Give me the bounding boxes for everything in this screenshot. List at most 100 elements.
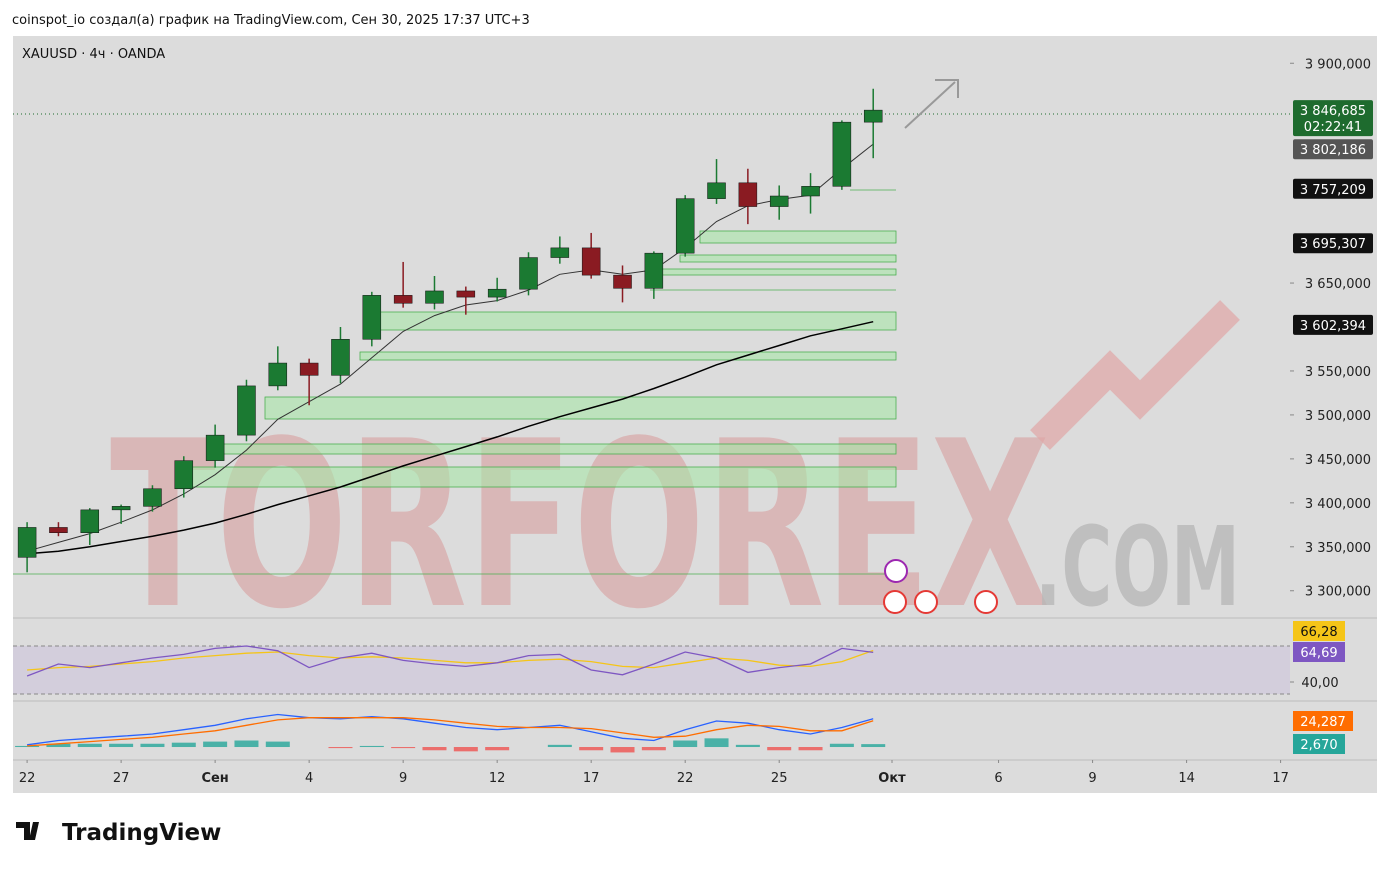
candle-body xyxy=(425,290,444,304)
rsi-label: 64,69 xyxy=(1300,646,1337,661)
x-tick-label: 22 xyxy=(19,771,36,786)
candle-body xyxy=(487,288,507,298)
y-tick-label: 3 350,000 xyxy=(1305,541,1371,556)
logo-icon xyxy=(16,822,39,840)
rsi-label-box xyxy=(1293,642,1345,662)
y-tick-label: 3 550,000 xyxy=(1305,365,1371,380)
candle xyxy=(487,277,507,302)
candle xyxy=(832,120,852,190)
candle-body xyxy=(675,198,695,254)
macd-histogram xyxy=(171,742,196,748)
hist-label: 2,670 xyxy=(1300,738,1337,753)
header: coinspot_io создал(а) график на TradingV… xyxy=(12,13,530,28)
candle xyxy=(707,159,726,204)
zone xyxy=(679,254,897,263)
price-label-box xyxy=(1293,233,1373,254)
y-tick-label: 3 450,000 xyxy=(1305,453,1371,468)
moving-average xyxy=(27,320,874,555)
candle xyxy=(425,276,444,310)
candle xyxy=(205,424,225,468)
x-tick-label: Сен xyxy=(201,771,228,786)
macd-histogram xyxy=(265,741,290,748)
candle xyxy=(519,252,538,296)
x-tick-label: Окт xyxy=(878,771,906,786)
zone xyxy=(209,443,897,455)
y-tick-label: 3 400,000 xyxy=(1305,497,1371,512)
macd-histogram xyxy=(453,747,478,752)
candle xyxy=(456,286,476,315)
candle-body xyxy=(707,182,726,199)
y-tick-label: 3 900,000 xyxy=(1305,57,1371,72)
rsi-band xyxy=(13,646,1290,695)
signal-label: 24,287 xyxy=(1300,715,1346,730)
candle-body xyxy=(801,186,820,197)
x-tick-label: 17 xyxy=(583,771,600,786)
candle xyxy=(675,195,695,257)
macd-histogram xyxy=(861,744,886,748)
x-tick-label: 6 xyxy=(994,771,1002,786)
x-tick-label: 9 xyxy=(399,771,407,786)
zone xyxy=(659,268,897,276)
x-tick-label: 4 xyxy=(305,771,313,786)
zone xyxy=(699,230,897,244)
macd-histogram xyxy=(610,747,635,753)
rsi-tick-label: 40,00 xyxy=(1301,676,1338,691)
candle-body xyxy=(205,434,225,461)
event-icon[interactable] xyxy=(883,590,907,614)
event-icon[interactable] xyxy=(974,590,998,614)
macd-histogram xyxy=(328,747,353,749)
candle-body xyxy=(581,247,601,276)
zones xyxy=(13,189,897,575)
candle-body xyxy=(268,362,288,387)
x-tick-label: 14 xyxy=(1178,771,1195,786)
price-label: 3 695,307 xyxy=(1300,237,1366,252)
price-label: 3 802,186 xyxy=(1300,143,1366,158)
macd-histogram xyxy=(140,743,165,748)
candle-body xyxy=(111,506,131,511)
candle-body xyxy=(17,527,37,558)
macd-histogram xyxy=(641,747,666,751)
candle xyxy=(111,504,131,524)
macd-histogram xyxy=(203,741,228,748)
candle xyxy=(581,232,601,279)
event-icon[interactable] xyxy=(884,559,908,583)
candle xyxy=(644,251,664,299)
macd-histogram xyxy=(798,747,823,751)
rsi-ma-label: 66,28 xyxy=(1300,625,1337,640)
zone xyxy=(379,311,897,331)
x-tick-label: 12 xyxy=(489,771,506,786)
macd-histogram xyxy=(77,743,102,748)
candle xyxy=(550,236,570,264)
macd-histogram xyxy=(234,740,259,748)
macd-line xyxy=(27,713,874,746)
rsi-ma-line xyxy=(27,649,874,671)
candle xyxy=(49,522,68,537)
candle-body xyxy=(331,339,350,376)
zone xyxy=(359,351,897,361)
candle xyxy=(362,291,382,347)
hist-label-box xyxy=(1293,734,1345,754)
forecast-arrow xyxy=(904,79,959,129)
x-tick-label: 17 xyxy=(1272,771,1289,786)
candle-body xyxy=(143,488,162,507)
candle xyxy=(393,261,413,308)
candle-body xyxy=(456,290,476,298)
signal-line xyxy=(27,717,874,747)
x-tick-label: 27 xyxy=(113,771,130,786)
candle-body xyxy=(613,274,632,289)
event-icon[interactable] xyxy=(914,590,938,614)
macd-histogram xyxy=(109,743,134,748)
candle-body xyxy=(832,121,852,187)
price-label-box xyxy=(1293,178,1373,199)
macd-histogram xyxy=(46,743,71,748)
watermark: TORFOREX xyxy=(110,393,1050,660)
price-label: 3 846,685 xyxy=(1300,104,1366,119)
candle-body xyxy=(80,509,100,533)
logo: TradingView xyxy=(62,820,221,846)
price-label: 3 757,209 xyxy=(1300,183,1366,198)
candle-body xyxy=(299,362,319,376)
price-label-box xyxy=(1293,139,1373,160)
countdown: 02:22:41 xyxy=(1304,120,1362,135)
